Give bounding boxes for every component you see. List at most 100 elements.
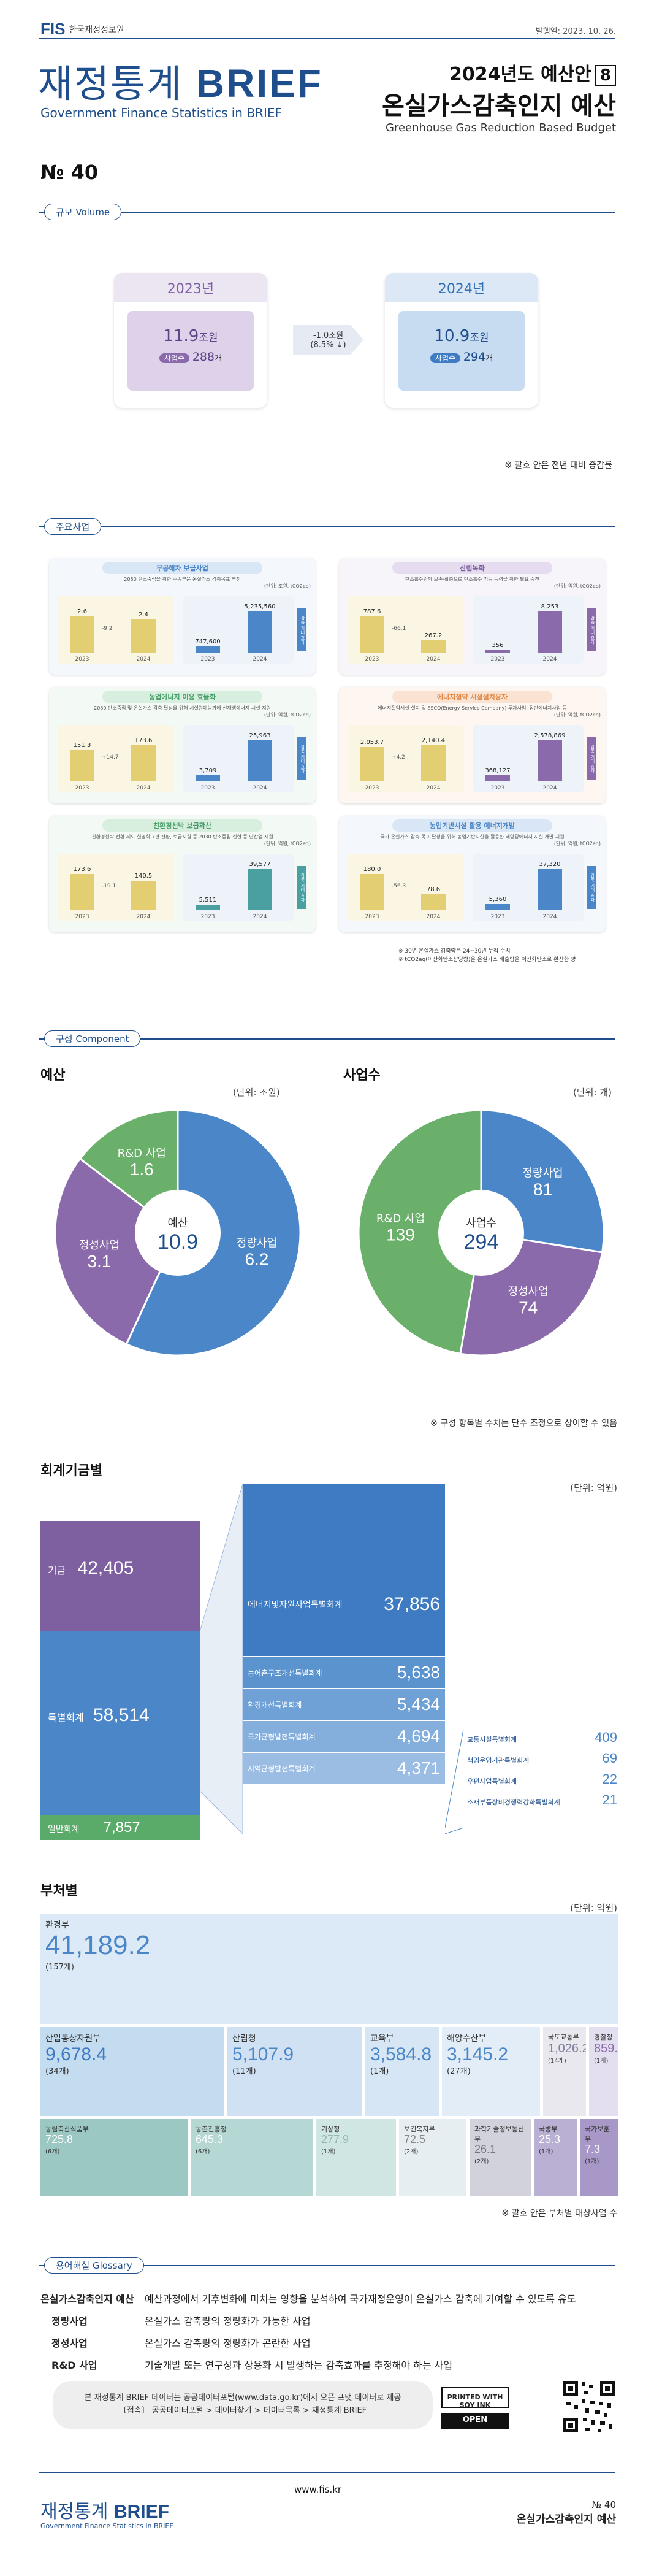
- pie-center: [135, 1190, 221, 1276]
- project-description: 국가 온실가스 감축 목표 달성을 위해 농업기반시설을 활용한 태양광에너지 …: [380, 834, 565, 840]
- year-tick-label: 2024: [426, 914, 441, 920]
- ministry-value: 1,026.2: [548, 2042, 586, 2055]
- year-tick-label: 2024: [542, 914, 557, 920]
- projects-note-2: ※ tCO2eq(이산화탄소상당량)은 온실가스 배출량을 이산화탄소로 환산한…: [398, 956, 576, 963]
- small-fund-name: 교통시설특별회계: [467, 1736, 517, 1744]
- page-title: 재정통계 BRIEF: [38, 53, 323, 108]
- org-logo: FIS 한국재정정보원: [40, 20, 124, 39]
- ministry-value: 9,678.4: [45, 2044, 107, 2064]
- footer-issue-block: № 40 온실가스감축인지 예산: [517, 2499, 616, 2526]
- small-fund-value: 21: [602, 1792, 617, 1807]
- funds-special-stack: 에너지및자원사업특별회계 37,856 농어촌구조개선특별회계 5,638 환경…: [243, 1484, 445, 1784]
- ministry-count: (34개): [45, 2067, 69, 2076]
- project-card: 친환경선박 보급확산 친환경선박 전환 제도 설명회 7편 전환, 보급지원 등 …: [49, 816, 316, 932]
- footer-url[interactable]: www.fis.kr: [294, 2484, 342, 2495]
- bar-value-label: 25,963: [249, 732, 271, 739]
- title-korean: 재정통계: [38, 61, 183, 106]
- ministry-value: 26.1: [474, 2143, 496, 2155]
- glossary-rule: [39, 2265, 615, 2266]
- effect-side-label: 감축 기대 효과: [297, 608, 306, 651]
- publish-date: 발행일: 2023. 10. 26.: [535, 27, 616, 36]
- qr-code-icon[interactable]: [561, 2379, 617, 2435]
- fund-name: 특별회계: [48, 1712, 84, 1723]
- year-tick-label: 2023: [200, 914, 215, 920]
- special-fund-name: 에너지및자원사업특별회계: [248, 1600, 343, 1610]
- effect-bar-2023: [196, 904, 220, 910]
- year-tick-label: 2023: [490, 656, 505, 662]
- org-name: 한국재정정보원: [69, 25, 124, 35]
- amount-unit: 조원: [470, 332, 489, 344]
- pie-slice-name: R&D 사업: [376, 1213, 425, 1225]
- glossary-term: 정성사업: [51, 2337, 88, 2349]
- volume-2024-year: 2024년: [385, 273, 538, 302]
- ministry-name: 기상청: [321, 2125, 340, 2133]
- volume-2024-body: 10.9조원 사업수 294개: [398, 311, 525, 391]
- projects-notes: ※ 30년 온실가스 감축량은 24~30년 누적 수치 ※ tCO2eq(이산…: [398, 948, 576, 964]
- fis-logo: FIS: [40, 20, 66, 38]
- data-source-box: 본 재정통계 BRIEF 데이터는 공공데이터포털(www.data.go.kr…: [53, 2381, 433, 2429]
- pie-slice-name: 정성사업: [508, 1285, 549, 1298]
- ministry-cell: 환경부 41,189.2 (157개): [40, 1914, 618, 2024]
- count-value: 288: [192, 350, 215, 364]
- budget-change-label: -19.1: [102, 883, 116, 889]
- pie-slice-value: 6.2: [245, 1249, 268, 1268]
- effect-bar-2024: [248, 868, 272, 910]
- ministry-value: 25.3: [539, 2133, 561, 2145]
- glossary-item: 정성사업 온실가스 감축량의 정량화가 곤란한 사업: [40, 2335, 617, 2350]
- volume-note: ※ 괄호 안은 전년 대비 증감률: [504, 461, 612, 470]
- source-line-2: 〔접속〕 공공데이터포털 > 데이터찾기 > 데이터목록 > 재정통계 BRIE…: [118, 2405, 367, 2415]
- glossary-definition: 기술개발 또는 연구성과 상용화 시 발생하는 감축효과를 추정해야 하는 사업: [145, 2359, 453, 2371]
- budget-bar-2024: [421, 894, 446, 910]
- effect-bar-2023: [196, 646, 220, 653]
- project-mini-chart: 151.3 173.6 +14.7 3,709 25,963 2023 2024 2023 20…: [58, 725, 306, 792]
- bar-value-label: 2,578,869: [534, 732, 566, 739]
- series-line: 2024년도 예산안 8: [359, 59, 616, 86]
- ministry-count: (1개): [585, 2158, 599, 2165]
- ministry-count: (1개): [594, 2058, 609, 2064]
- amount-value: 11.9: [163, 327, 199, 345]
- bar-value-label: 3,709: [199, 767, 217, 775]
- small-fund-row: 소재부품장비경쟁력강화특별회계 21: [467, 1792, 617, 1808]
- small-fund-row: 교통시설특별회계 409: [467, 1730, 617, 1746]
- issue-number: № 40: [40, 161, 99, 184]
- project-mini-chart: 2,053.7 2,140.4 +4.2 368,127 2,578,869 2023 20…: [348, 725, 596, 792]
- volume-change: -1.0조원 (8.5% ↓): [293, 325, 363, 355]
- glossary-item: R&D 사업 기술개발 또는 연구성과 상용화 시 발생하는 감축효과를 추정해야…: [40, 2357, 617, 2372]
- topic-block: 2024년도 예산안 8 온실가스감축인지 예산 Greenhouse Gas R…: [359, 59, 616, 134]
- year-tick-label: 2023: [490, 914, 505, 920]
- ministry-count: (6개): [196, 2148, 210, 2155]
- effect-bar-2024: [538, 868, 562, 910]
- project-unit: (단위: 조원, tCO2eq): [264, 583, 311, 589]
- volume-2023-count: 사업수 288개: [127, 350, 254, 364]
- effect-bar-2023: [196, 775, 220, 781]
- year-tick-label: 2024: [542, 656, 557, 662]
- change-percent: (8.5% ↓): [310, 340, 346, 350]
- project-card: 산림녹화 탄소흡수원의 보존·확충으로 탄소흡수 기능 능력을 위한 필요 증진 (…: [339, 558, 606, 675]
- effect-bar-2024: [538, 740, 562, 781]
- special-fund-national: 국가균형발전특별회계 4,694: [243, 1720, 445, 1752]
- ministry-cell: 기상청 277.9 (1개): [316, 2119, 396, 2196]
- budget-bar-2023: [70, 616, 94, 653]
- ministry-value: 725.8: [45, 2133, 74, 2145]
- budget-bar-2023: [360, 746, 384, 781]
- title-brief: BRIEF: [196, 61, 323, 105]
- volume-2024-amount: 10.9조원: [398, 327, 525, 345]
- pie-slice-value: 81: [533, 1179, 552, 1198]
- bar-value-label: 78.6: [426, 886, 441, 894]
- glossary-definition: 예산과정에서 기후변화에 미치는 영향을 분석하여 국가재정운영이 온실가스 감…: [145, 2293, 576, 2305]
- effect-bar-2023: [485, 650, 510, 653]
- ministry-count: (1개): [370, 2067, 389, 2076]
- projects-rule: [39, 526, 615, 527]
- special-fund-energy: 에너지및자원사업특별회계 37,856: [243, 1484, 445, 1656]
- fund-name: 기금: [48, 1565, 66, 1576]
- ministry-value: 3,584.8: [370, 2044, 432, 2064]
- footer-rule: [39, 2472, 615, 2473]
- funds-main-stack: 기금 42,405 특별회계 58,514 일반회계 7,857: [40, 1521, 200, 1840]
- bar-value-label: 368,127: [485, 767, 511, 775]
- glossary-item: 온실가스감축인지 예산 예산과정에서 기후변화에 미치는 영향을 분석하여 국가재…: [40, 2291, 617, 2306]
- effect-side-label: 감축 기대 효과: [587, 737, 596, 780]
- ministry-name: 농림축산식품부: [45, 2125, 89, 2133]
- budget-bar-2024: [421, 640, 446, 653]
